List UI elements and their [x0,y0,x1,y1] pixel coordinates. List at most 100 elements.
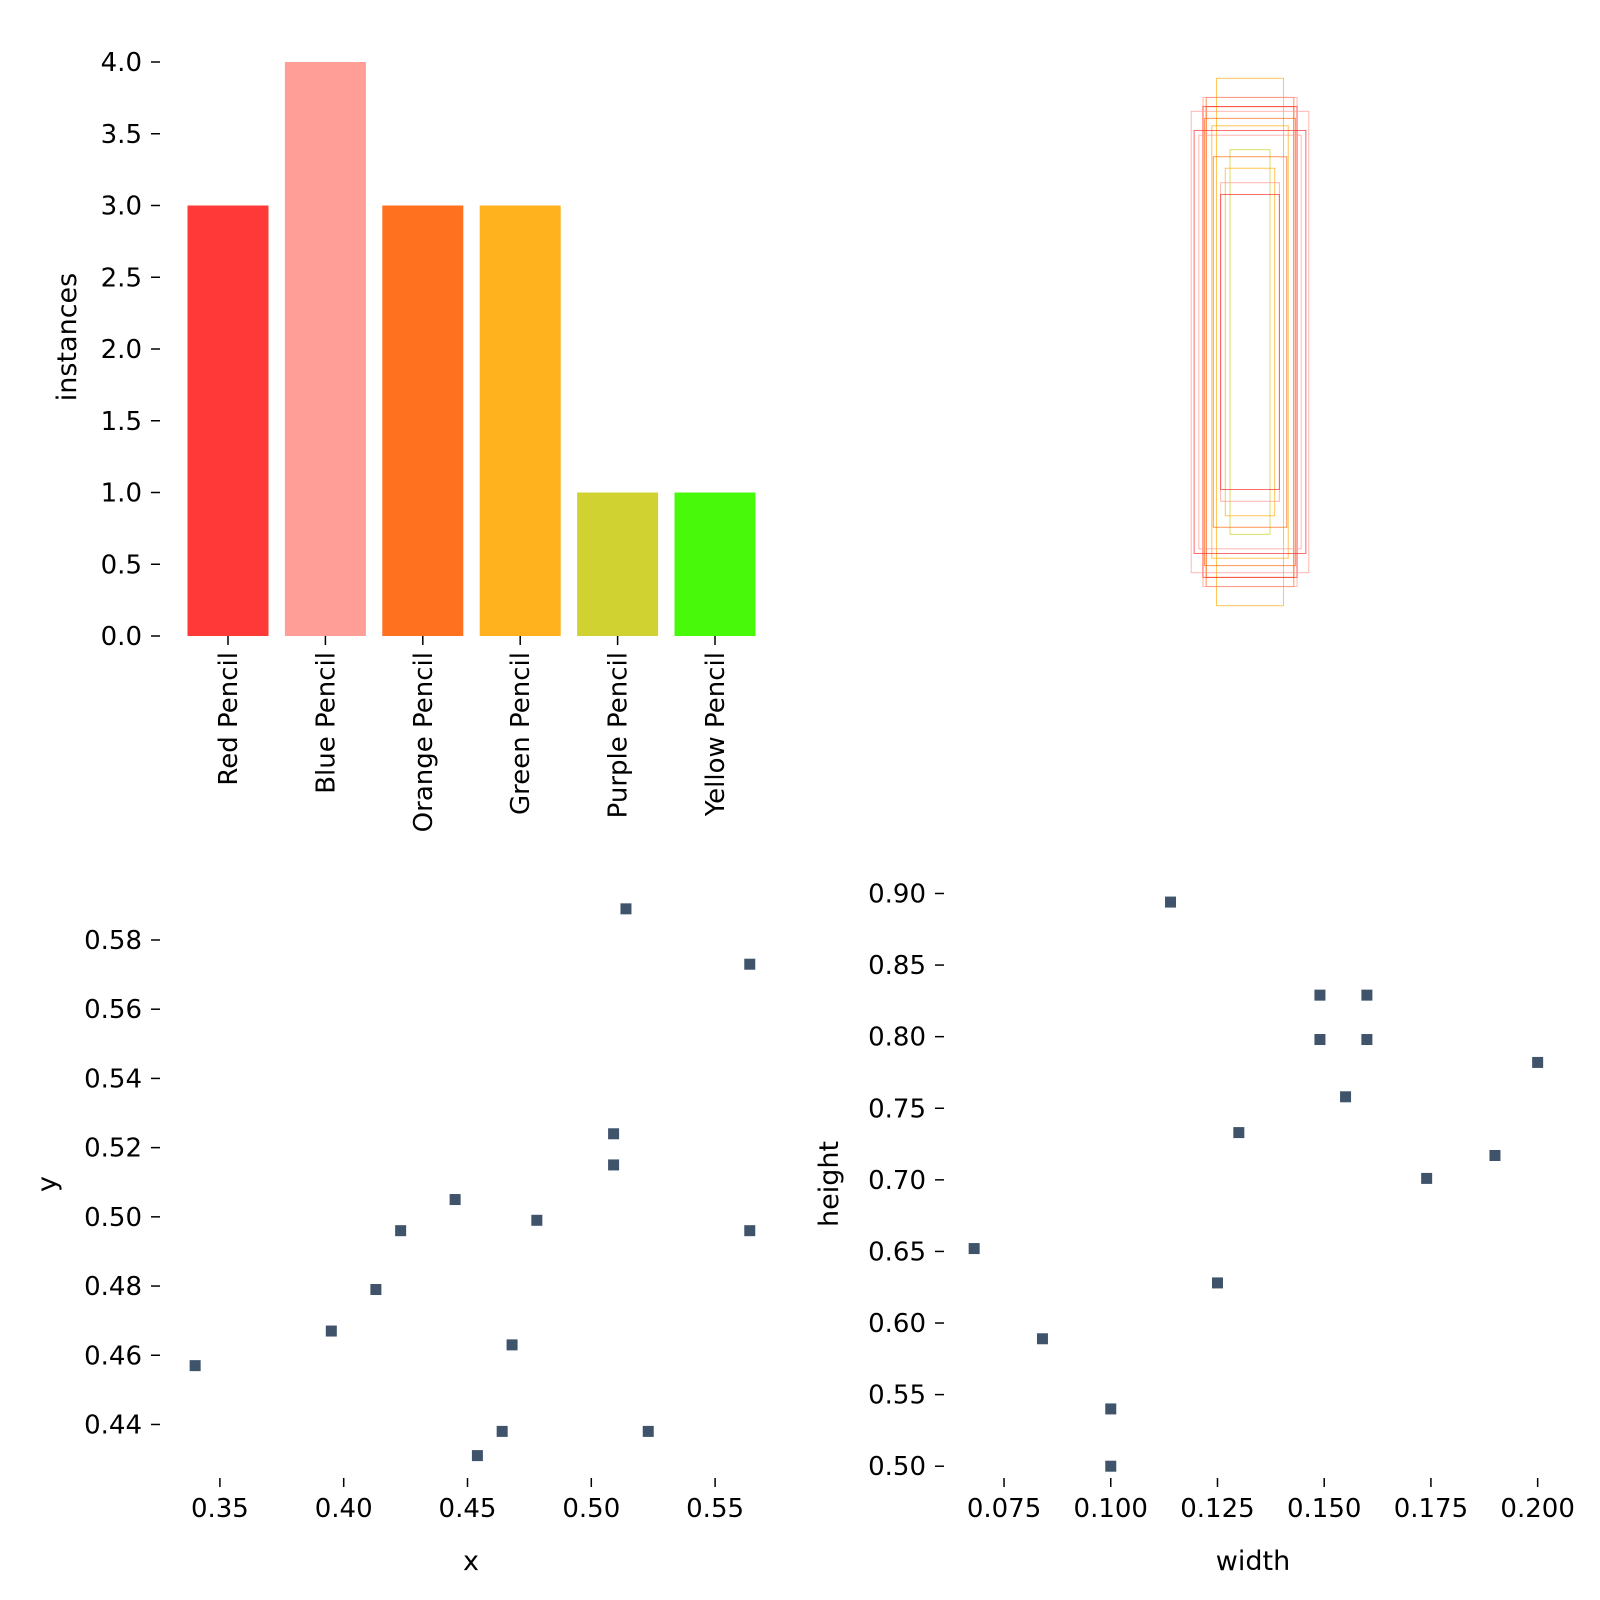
y-tick-label: 2.5 [101,263,142,293]
y-tick-label: 1.0 [101,479,142,509]
bounding-box [1224,167,1276,517]
scatter-point [325,1325,337,1337]
x-tick-label: 0.100 [1074,1494,1148,1524]
x-tick-label: Yellow Pencil [701,652,731,817]
scatter-point [506,1339,518,1351]
x-tick-label: Orange Pencil [409,652,439,832]
xy-xlabel: x [463,1546,479,1577]
y-tick-label: 0.90 [868,879,926,909]
x-tick-label: Blue Pencil [311,652,341,794]
bounding-box [1202,96,1298,588]
scatter-point [1105,1460,1117,1472]
scatter-point [620,903,632,915]
x-tick-label: 0.35 [191,1494,249,1524]
scatter-point [471,1450,483,1462]
scatter-point [1489,1150,1501,1161]
scatter-point [1314,989,1326,1001]
bounding-box [1211,125,1289,559]
instances-bar-chart: instances 0.0 0.5 1.0 1.5 2.0 2.5 3.0 3.5 4.0 Re… [52,48,756,832]
wh-xlabel: width [1216,1546,1290,1577]
scatter-point [1036,1333,1048,1345]
bar [382,205,464,636]
y-tick-label: 0.75 [868,1094,926,1124]
scatter-point [1233,1127,1245,1139]
scatter-point [744,1225,756,1237]
scatter-point [1361,989,1373,1001]
y-tick-label: 0.70 [868,1166,926,1196]
y-tick-label: 0.55 [868,1381,926,1411]
scatter-point [496,1425,508,1437]
scatter-point [1165,896,1177,908]
x-tick-label: 0.55 [686,1494,744,1524]
scatter-point [531,1214,543,1226]
scatter-point [1340,1091,1352,1103]
y-tick-label: 0.48 [84,1272,142,1302]
x-tick-label: 0.45 [439,1494,497,1524]
y-tick-label: 2.0 [101,335,142,365]
x-tick-label: Red Pencil [214,652,244,786]
y-tick-label: 0.58 [84,926,142,956]
x-tick-label: Purple Pencil [604,652,634,818]
y-tick-label: 0.65 [868,1237,926,1267]
bar [284,62,366,636]
bounding-box [1220,194,1280,490]
x-tick-label: Green Pencil [506,652,536,815]
y-tick-label: 0.85 [868,951,926,981]
bounding-box [1202,106,1298,578]
bar [674,492,756,636]
scatter-point [395,1225,407,1237]
x-tick-label: 0.200 [1500,1494,1574,1524]
bounding-box [1205,96,1295,588]
bounding-box [1198,134,1302,550]
x-tick-label: 0.075 [967,1494,1041,1524]
bar-ylabel: instances [52,273,83,401]
x-tick-label: 0.125 [1180,1494,1254,1524]
bar [187,205,269,636]
bounding-box [1205,106,1295,578]
scatter-point [1314,1034,1326,1046]
y-tick-label: 0.80 [868,1023,926,1053]
bar [577,492,659,636]
xy-ylabel: y [32,1176,63,1192]
wh-ylabel: height [814,1141,845,1227]
x-tick-label: 0.50 [562,1494,620,1524]
scatter-point [1105,1403,1117,1415]
y-tick-label: 0.50 [84,1203,142,1233]
y-tick-label: 0.0 [101,622,142,652]
xy-scatter-chart: x y 0.35 0.40 0.45 0.50 0.55 0.44 0.46 0.48 0.50… [32,903,756,1577]
bounding-box [1229,149,1271,535]
scatter-point [1532,1056,1544,1068]
width-height-scatter-chart: width height 0.075 0.100 0.125 0.150 0.175 0.… [814,879,1575,1577]
y-tick-label: 0.50 [868,1452,926,1482]
y-tick-label: 0.5 [101,550,142,580]
y-tick-label: 0.54 [84,1064,142,1094]
bar [479,205,561,636]
x-tick-label: 0.40 [315,1494,373,1524]
y-tick-label: 3.5 [101,120,142,150]
scatter-point [608,1159,620,1171]
bounding-box [1203,117,1297,567]
scatter-point [370,1284,382,1296]
x-tick-label: 0.150 [1287,1494,1361,1524]
bounding-box [1220,182,1280,502]
y-tick-label: 0.44 [84,1410,142,1440]
bounding-box [1190,110,1310,574]
y-tick-label: 0.46 [84,1341,142,1371]
scatter-point [642,1425,654,1437]
bounding-box [1193,129,1307,555]
y-tick-label: 0.60 [868,1309,926,1339]
scatter-point [1361,1034,1373,1046]
bounding-box [1212,156,1288,528]
y-tick-label: 0.52 [84,1134,142,1164]
scatter-point [1211,1277,1223,1289]
y-tick-label: 1.5 [101,407,142,437]
scatter-point [744,958,756,970]
y-tick-label: 3.0 [101,192,142,222]
scatter-point [449,1194,461,1206]
scatter-point [1421,1172,1433,1184]
bounding-box [1215,77,1285,607]
scatter-point [968,1243,980,1255]
y-tick-label: 4.0 [101,48,142,78]
scatter-point [189,1360,201,1372]
